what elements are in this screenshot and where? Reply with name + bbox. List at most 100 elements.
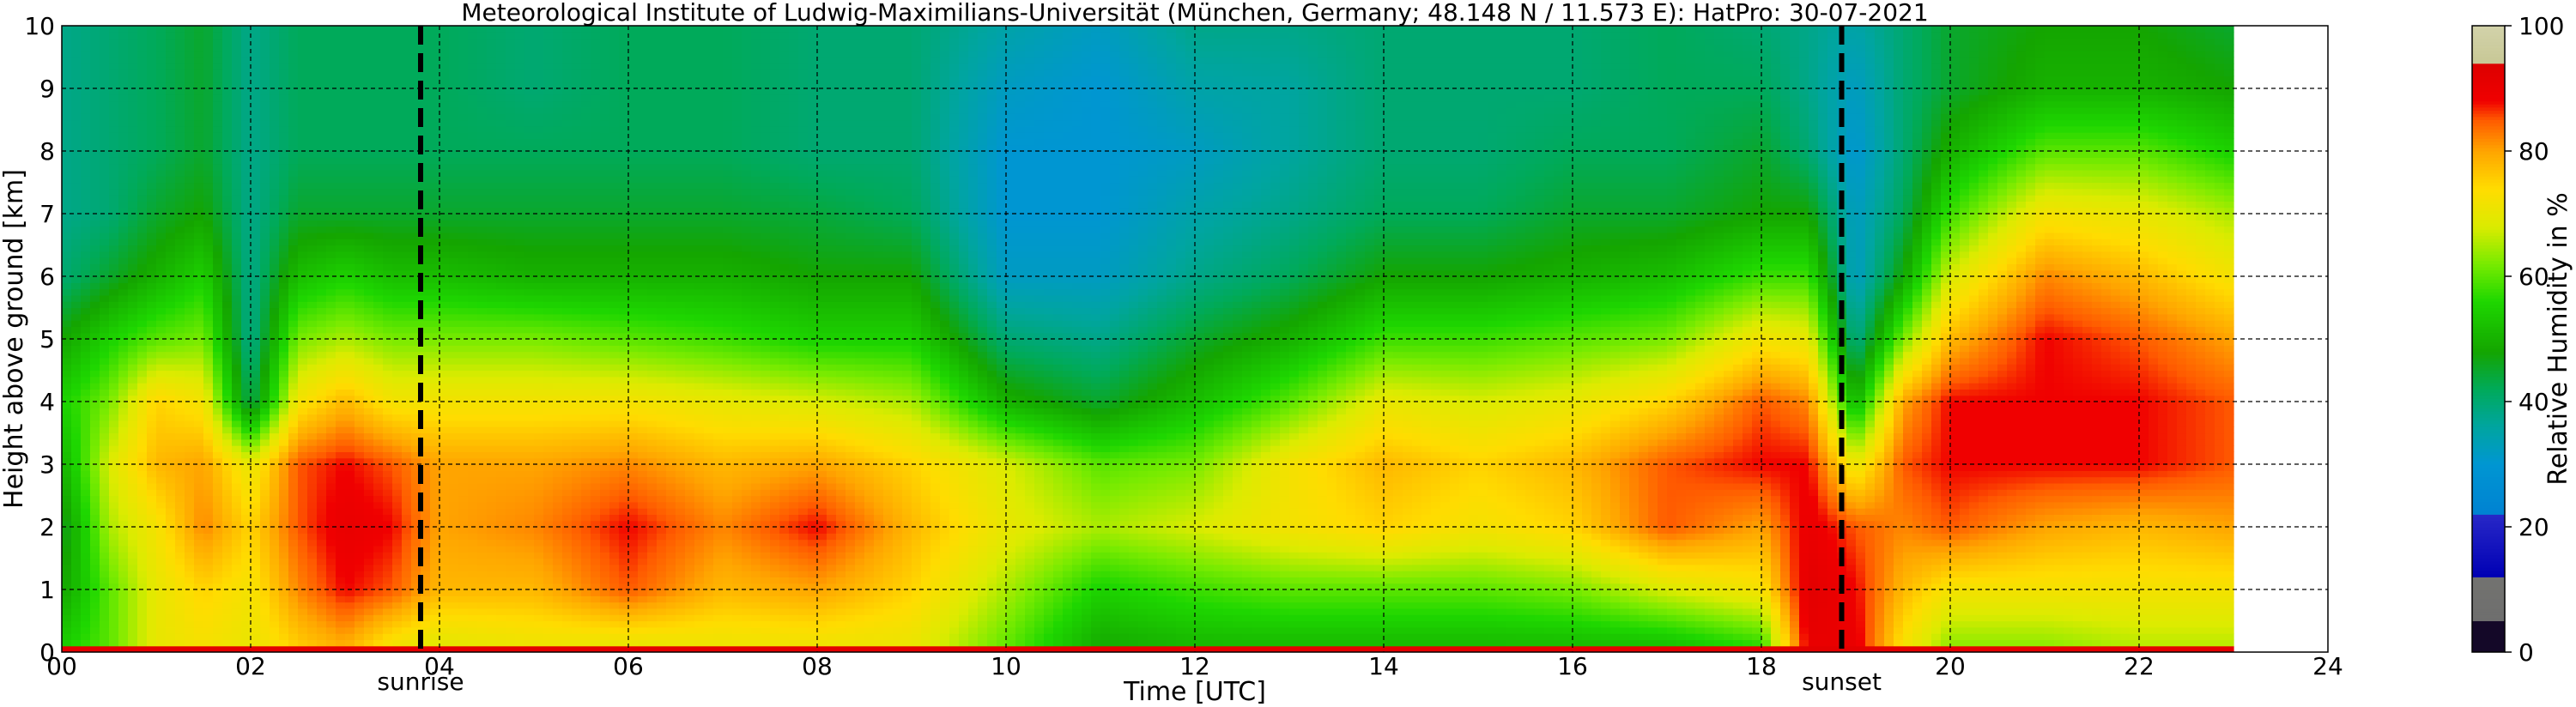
heatmap-cell [128,138,138,146]
heatmap-cell [345,527,355,534]
heatmap-cell [270,414,280,421]
heatmap-cell [524,589,535,596]
heatmap-cell [458,38,469,45]
heatmap-cell [506,245,516,252]
heatmap-cell [373,614,384,622]
heatmap-cell [109,539,119,547]
heatmap-cell [468,282,478,290]
heatmap-cell [270,332,280,340]
heatmap-cell [232,583,242,590]
heatmap-cell [251,88,261,95]
heatmap-cell [496,94,506,102]
heatmap-cell [128,301,138,309]
heatmap-cell [232,470,242,478]
heatmap-cell [100,226,110,233]
heatmap-cell [298,132,308,139]
heatmap-cell [62,169,72,177]
heatmap-cell [411,601,421,609]
heatmap-cell [288,307,299,315]
heatmap-cell [241,426,252,434]
heatmap-cell [364,370,374,378]
heatmap-cell [487,320,497,327]
heatmap-cell [439,269,450,277]
heatmap-cell [515,69,525,76]
heatmap-cell [137,571,148,577]
heatmap-cell [213,577,223,584]
heatmap-cell [62,432,72,440]
heatmap-cell [90,432,100,440]
heatmap-cell [496,69,506,76]
heatmap-cell [109,514,119,522]
heatmap-cell [147,552,157,559]
heatmap-cell [392,132,403,139]
heatmap-cell [109,282,119,290]
heatmap-cell [137,51,148,58]
heatmap-cell [288,495,299,503]
heatmap-cell [383,438,393,446]
heatmap-cell [506,376,516,384]
heatmap-cell [222,639,233,647]
heatmap-cell [458,402,469,408]
heatmap-cell [222,263,233,271]
heatmap-cell [364,533,374,541]
heatmap-cell [109,339,119,346]
heatmap-cell [156,301,167,309]
heatmap-cell [515,589,525,596]
heatmap-cell [506,232,516,239]
heatmap-cell [421,113,431,121]
heatmap-cell [118,577,129,584]
heatmap-cell [241,76,252,83]
heatmap-cell [449,470,459,478]
heatmap-cell [175,157,185,165]
heatmap-cell [232,63,242,70]
heatmap-cell [71,457,82,465]
heatmap-cell [90,38,100,45]
heatmap-cell [392,182,403,190]
heatmap-cell [355,288,365,296]
heatmap-cell [506,188,516,196]
heatmap-cell [487,100,497,108]
heatmap-cell [477,63,488,70]
heatmap-cell [411,426,421,434]
heatmap-cell [213,207,223,215]
heatmap-cell [430,51,440,58]
heatmap-cell [222,558,233,565]
heatmap-cell [449,76,459,83]
heatmap-cell [468,501,478,509]
heatmap-cell [71,169,82,177]
heatmap-cell [515,571,525,577]
heatmap-cell [430,288,440,296]
heatmap-cell [118,326,129,334]
heatmap-cell [241,639,252,647]
heatmap-cell [137,182,148,190]
heatmap-cell [175,220,185,227]
heatmap-cell [251,564,261,571]
heatmap-cell [232,326,242,334]
heatmap-cell [402,313,412,321]
heatmap-cell [203,589,214,596]
heatmap-cell [156,589,167,596]
heatmap-cell [62,520,72,528]
heatmap-cell [137,501,148,509]
heatmap-cell [402,626,412,634]
heatmap-cell [458,251,469,258]
heatmap-cell [156,420,167,427]
heatmap-cell [468,451,478,459]
heatmap-cell [336,414,346,421]
heatmap-cell [449,214,459,221]
heatmap-cell [185,533,195,541]
heatmap-cell [307,263,318,271]
heatmap-cell [411,157,421,165]
heatmap-cell [373,332,384,340]
heatmap-cell [487,169,497,177]
heatmap-cell [62,313,72,321]
heatmap-cell [203,364,214,372]
heatmap-cell [307,32,318,39]
heatmap-cell [402,169,412,177]
heatmap-cell [147,464,157,471]
heatmap-cell [373,395,384,402]
heatmap-cell [411,307,421,315]
heatmap-cell [90,251,100,258]
heatmap-cell [62,420,72,427]
heatmap-cell [203,571,214,577]
